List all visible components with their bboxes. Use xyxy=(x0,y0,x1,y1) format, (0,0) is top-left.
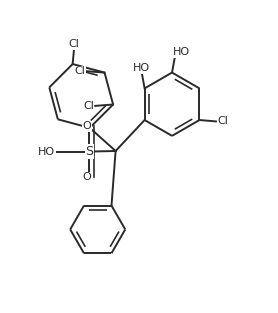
Text: O: O xyxy=(82,121,91,131)
Text: Cl: Cl xyxy=(74,66,85,76)
Text: HO: HO xyxy=(133,63,150,73)
Text: Cl: Cl xyxy=(69,39,80,49)
Text: Cl: Cl xyxy=(217,116,228,126)
Text: HO: HO xyxy=(173,48,190,58)
Text: O: O xyxy=(82,172,91,182)
Text: Cl: Cl xyxy=(83,101,94,111)
Text: S: S xyxy=(85,145,93,158)
Text: HO: HO xyxy=(38,146,55,156)
